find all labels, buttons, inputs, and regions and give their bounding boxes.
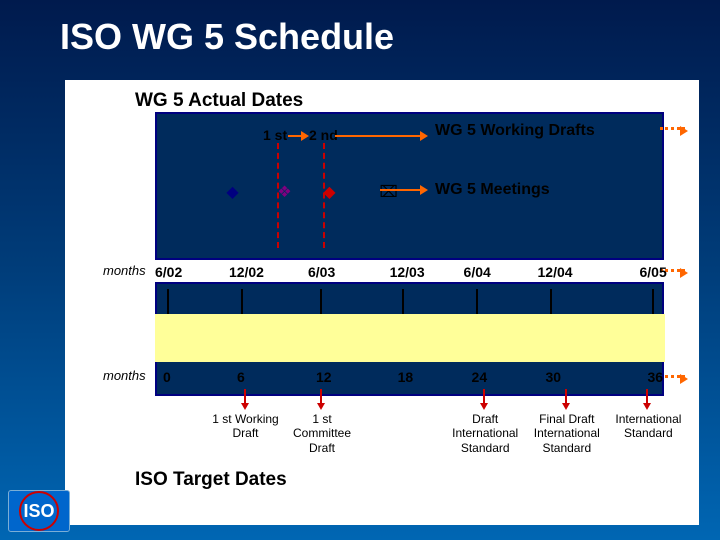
tick (476, 289, 478, 314)
tick (402, 289, 404, 314)
tick (652, 289, 654, 314)
slide: ISO WG 5 Schedule WG 5 Actual Dates 1 st… (0, 0, 720, 540)
milestone-label: International Standard (612, 412, 684, 441)
iso-logo: ISO (8, 490, 70, 532)
milestone-arrow (483, 389, 485, 407)
logo-text: ISO (23, 501, 54, 522)
month-label: 36 (648, 369, 664, 385)
meeting-marker: ◆ (226, 182, 238, 202)
month-label: 24 (472, 369, 488, 385)
milestone-label: 1 st Working Draft (210, 412, 282, 441)
months-label-1: months (103, 263, 146, 278)
meeting-marker: ❖ (277, 182, 291, 202)
actual-dates-title: WG 5 Actual Dates (65, 80, 699, 112)
month-label: 12 (316, 369, 332, 385)
target-dates-title: ISO Target Dates (65, 457, 699, 491)
slide-title: ISO WG 5 Schedule (0, 0, 720, 58)
milestone-label: Draft International Standard (449, 412, 521, 455)
milestone-arrow (646, 389, 648, 407)
dash-arrow-1 (660, 127, 685, 130)
date-label: 6/04 (464, 264, 491, 280)
meetings-arrow (380, 189, 425, 191)
milestone-arrow (565, 389, 567, 407)
draft-arrow1 (288, 135, 306, 137)
draft-arrow2 (335, 135, 425, 137)
tick (320, 289, 322, 314)
month-label: 18 (398, 369, 414, 385)
date-label: 6/02 (155, 264, 182, 280)
month-label: 6 (237, 369, 245, 385)
content-area: WG 5 Actual Dates 1 st 2 nd WG 5 Working… (65, 80, 699, 525)
date-label: 6/03 (308, 264, 335, 280)
date-label: 6/05 (640, 264, 667, 280)
first-draft-label: 1 st (263, 127, 287, 143)
drafts-legend: WG 5 Working Drafts (435, 122, 595, 140)
schedule-chart: 1 st 2 nd WG 5 Working Drafts ◆❖◆⌧ WG 5 … (85, 147, 679, 412)
meeting-marker: ⌧ (379, 182, 397, 202)
tick (167, 289, 169, 314)
date-label: 12/02 (229, 264, 264, 280)
tick (241, 289, 243, 314)
tick (550, 289, 552, 314)
milestone-label: Final Draft International Standard (531, 412, 603, 455)
date-label: 12/03 (390, 264, 425, 280)
milestone-arrow (320, 389, 322, 407)
meeting-marker: ◆ (323, 182, 335, 202)
milestone-arrow (244, 389, 246, 407)
tick-row (155, 289, 665, 359)
milestone-label: 1 st Committee Draft (286, 412, 358, 455)
month-label: 30 (546, 369, 562, 385)
month-label: 0 (163, 369, 171, 385)
date-label: 12/04 (538, 264, 573, 280)
months-label-2: months (103, 368, 146, 383)
meetings-legend: WG 5 Meetings (435, 181, 550, 199)
